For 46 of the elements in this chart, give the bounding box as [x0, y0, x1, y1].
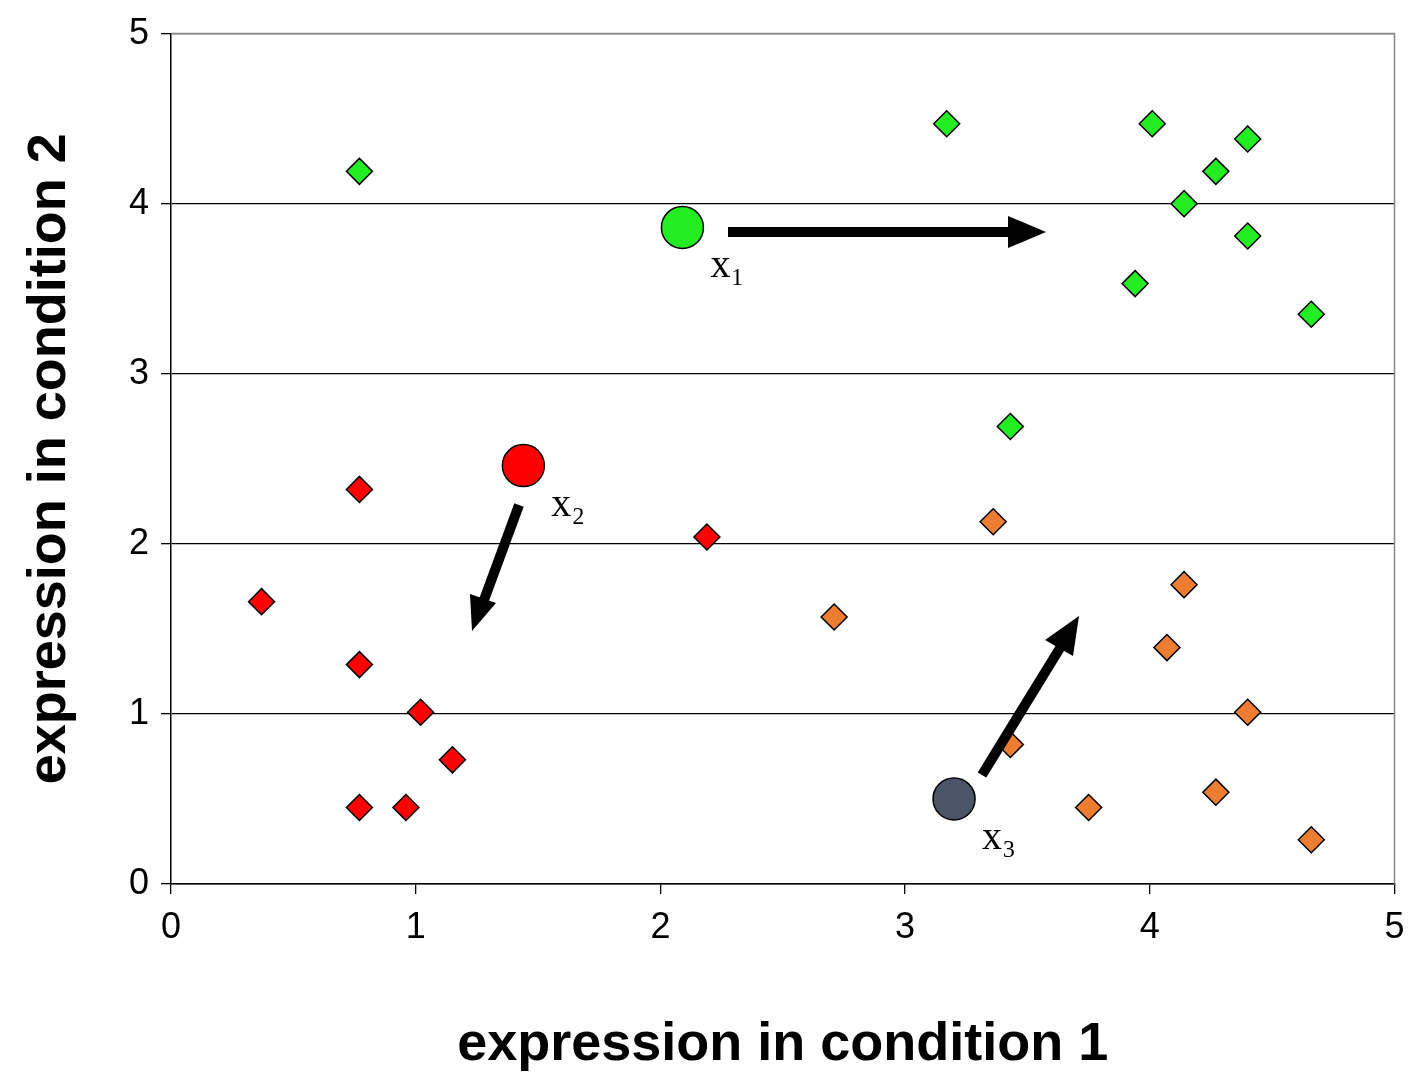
- point: [345, 157, 374, 186]
- point: [1297, 300, 1326, 328]
- point: [1297, 826, 1326, 854]
- point: [1233, 698, 1262, 726]
- point: [392, 793, 420, 822]
- x-tick-label: 2: [650, 904, 671, 946]
- point: [996, 412, 1025, 441]
- y-tick-label: 0: [128, 860, 149, 902]
- point: [406, 698, 435, 726]
- annotation: x₁: [710, 241, 745, 287]
- x-tick-label: 3: [895, 904, 916, 946]
- point: [820, 603, 848, 631]
- annotation: x₂: [551, 479, 586, 525]
- y-tick-label: 3: [128, 350, 149, 392]
- point: [1170, 189, 1198, 218]
- point: [932, 109, 961, 138]
- point: [660, 205, 705, 250]
- point: [1202, 778, 1230, 806]
- y-axis-title: expression in condition 2: [16, 133, 77, 785]
- point: [345, 793, 374, 822]
- x-axis-title: expression in condition 1: [457, 1011, 1109, 1072]
- y-tick-label: 4: [128, 180, 149, 222]
- point: [438, 746, 467, 774]
- point: [1170, 570, 1198, 599]
- y-tick-label: 5: [128, 10, 149, 52]
- y-tick-label: 2: [128, 520, 149, 562]
- point: [932, 777, 976, 821]
- point: [345, 650, 374, 679]
- annotation: x₃: [982, 812, 1016, 858]
- point: [1138, 109, 1166, 138]
- point: [1074, 793, 1103, 822]
- point: [1233, 222, 1262, 250]
- x-tick-label: 5: [1384, 904, 1405, 946]
- x-tick-label: 1: [405, 904, 426, 946]
- point: [1233, 125, 1262, 153]
- point: [247, 587, 276, 616]
- point: [501, 443, 546, 488]
- point: [1153, 633, 1181, 662]
- x-tick-label: 0: [160, 904, 182, 946]
- point: [345, 475, 374, 504]
- point: [1121, 269, 1149, 298]
- y-tick-label: 1: [128, 690, 149, 732]
- point: [693, 523, 721, 551]
- point: [979, 507, 1007, 536]
- point: [1202, 157, 1230, 186]
- x-tick-label: 4: [1139, 904, 1160, 946]
